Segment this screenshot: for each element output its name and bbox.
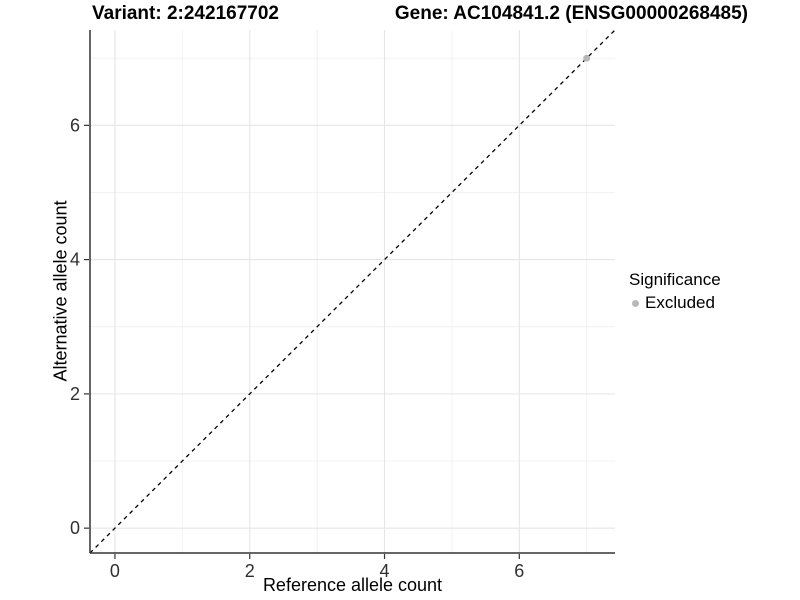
- x-axis-title: Reference allele count: [262, 575, 443, 595]
- legend-point-icon: [632, 299, 639, 307]
- y-tick-label: 0: [70, 518, 80, 538]
- x-tick-label: 0: [110, 561, 120, 581]
- grid-major: [90, 30, 615, 553]
- legend-title: Significance: [629, 270, 721, 289]
- data-points: [583, 54, 591, 62]
- legend-item-label: Excluded: [645, 293, 715, 312]
- x-tick-label: 4: [380, 561, 390, 581]
- y-tick-label: 6: [70, 115, 80, 135]
- y-tick-label: 2: [70, 384, 80, 404]
- y-tick-label: 4: [70, 250, 80, 270]
- x-tick-label: 2: [245, 561, 255, 581]
- plot-title-gene: Gene: AC104841.2 (ENSG00000268485): [394, 3, 748, 24]
- legend-item-excluded: Excluded: [629, 293, 721, 313]
- grid-minor: [90, 30, 615, 553]
- identity-line: [90, 30, 615, 553]
- legend: Significance Excluded: [629, 270, 721, 313]
- y-axis-title: Alternative allele count: [50, 200, 71, 382]
- plot-title-variant: Variant: 2:242167702: [92, 3, 279, 24]
- data-point: [583, 54, 591, 62]
- x-tick-label: 6: [514, 561, 524, 581]
